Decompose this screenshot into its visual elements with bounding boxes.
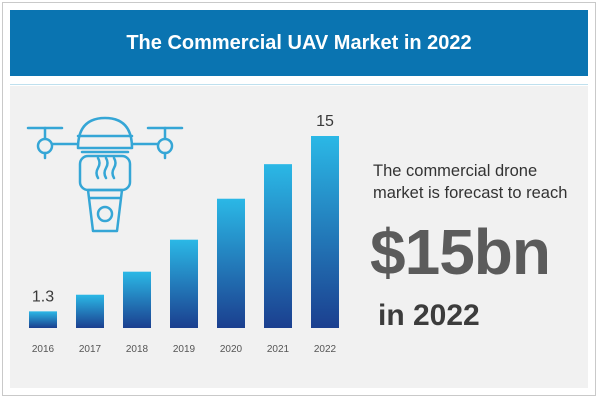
tick-label-2017: 2017 [79, 344, 102, 355]
bars-layer [29, 136, 339, 328]
bar-2021 [264, 164, 292, 328]
divider-line [10, 84, 588, 85]
tick-label-2021: 2021 [267, 344, 290, 355]
caption-line-2: market is forecast to reach [373, 184, 568, 202]
page-title: The Commercial UAV Market in 2022 [126, 32, 472, 54]
tick-label-2019: 2019 [173, 344, 196, 355]
bar-2017 [76, 294, 104, 328]
bar-2016 [29, 311, 57, 328]
bar-2018 [123, 271, 151, 328]
market-bar-chart: 1.3 15 2016 2017 2018 2019 2020 2021 2022 [26, 113, 339, 355]
tick-label-2022: 2022 [314, 344, 337, 355]
bar-2020 [217, 198, 245, 328]
forecast-caption: The commercial drone market is forecast … [373, 160, 588, 204]
value-label-2022: 15 [316, 113, 334, 130]
value-labels-layer: 1.3 15 [32, 113, 334, 305]
forecast-year: in 2022 [378, 299, 480, 332]
tick-label-2018: 2018 [126, 344, 149, 355]
tick-label-2016: 2016 [32, 344, 55, 355]
drone-icon [26, 116, 184, 233]
tick-labels-layer: 2016 2017 2018 2019 2020 2021 2022 [32, 344, 337, 355]
bar-2022 [311, 136, 339, 328]
forecast-value: $15bn [370, 216, 551, 288]
bar-2019 [170, 239, 198, 328]
tick-label-2020: 2020 [220, 344, 243, 355]
value-label-2016: 1.3 [32, 288, 54, 305]
title-banner: The Commercial UAV Market in 2022 [10, 10, 588, 76]
caption-line-1: The commercial drone [373, 162, 538, 180]
